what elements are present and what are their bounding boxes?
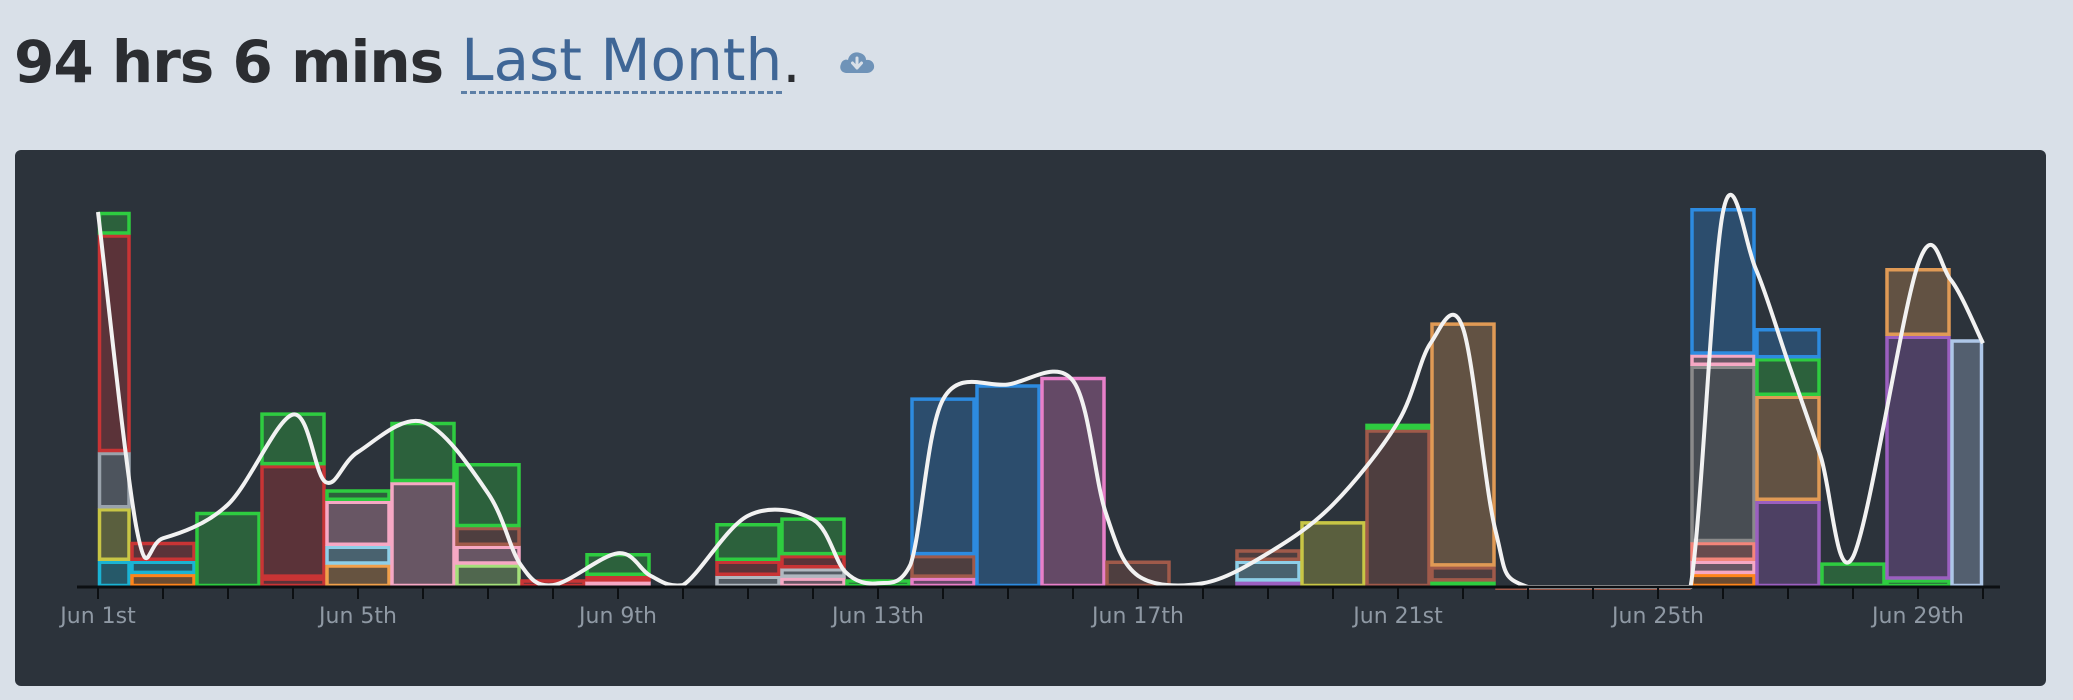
bar-segment-0-4 <box>97 211 131 235</box>
bar-segment-25-0 <box>1950 339 1984 588</box>
bar-segment-4-3 <box>325 489 391 501</box>
bar-segment-24-2 <box>1885 268 1951 336</box>
cloud-download-icon[interactable] <box>837 47 877 77</box>
bar-segment-9-0 <box>715 575 781 588</box>
period-selector[interactable]: Last Month <box>461 26 783 95</box>
bar-segment-21-1 <box>1690 560 1756 575</box>
activity-chart-svg: Jun 1st Jun 5th Jun 9th Jun 13th Jun 17th Jun… <box>58 192 2000 629</box>
bar-segment-12-1 <box>910 554 976 578</box>
bar-segment-22-0 <box>1755 500 1821 588</box>
bar-segment-21-0 <box>1690 573 1756 588</box>
bar-segment-4-1 <box>325 545 391 565</box>
summary-header: 94 hrs 6 mins Last Month . <box>14 22 877 102</box>
bar-segment-2-0 <box>195 511 261 588</box>
bar-segment-12-0 <box>910 577 976 588</box>
x-tick-label-0: Jun 1st <box>58 604 136 629</box>
activity-chart: Jun 1st Jun 5th Jun 9th Jun 13th Jun 17th Jun… <box>15 150 2046 686</box>
bar-segment-4-2 <box>325 500 391 546</box>
bar-segment-9-1 <box>715 560 781 576</box>
bar-segment-18-0 <box>1365 429 1431 588</box>
bar-segment-1-1 <box>130 560 196 575</box>
bar-segment-3-1 <box>260 464 326 578</box>
bar-segment-10-0 <box>780 577 846 588</box>
bar-segment-24-1 <box>1885 335 1951 580</box>
bar-segment-10-2 <box>780 554 846 569</box>
bar-segment-6-2 <box>455 526 521 546</box>
bar-segment-12-2 <box>910 397 976 556</box>
bar-segment-3-0 <box>260 577 326 588</box>
bar-segment-1-0 <box>130 573 196 588</box>
bar-segment-17-0 <box>1300 521 1366 588</box>
bar-segment-19-2 <box>1430 322 1496 567</box>
bar-segment-19-1 <box>1430 566 1496 582</box>
bar-segment-9-2 <box>715 523 781 561</box>
bar-segment-13-0 <box>975 384 1041 588</box>
x-tick-label-2: Jun 9th <box>577 604 657 629</box>
bar-segment-22-1 <box>1755 395 1821 501</box>
bar-segment-21-2 <box>1690 541 1756 561</box>
bar-segment-6-1 <box>455 545 521 565</box>
bar-segment-22-3 <box>1755 328 1821 359</box>
bar-segment-19-0 <box>1430 581 1496 588</box>
bar-segment-21-4 <box>1690 354 1756 366</box>
x-tick-label-6: Jun 25th <box>1610 604 1704 629</box>
trend-curve <box>96 192 1985 589</box>
x-tick-label-4: Jun 17th <box>1090 604 1184 629</box>
bar-segment-23-0 <box>1820 562 1886 588</box>
bar-segment-0-1 <box>97 508 131 561</box>
x-tick-label-3: Jun 13th <box>830 604 924 629</box>
bar-segment-4-0 <box>325 564 391 588</box>
bar-segment-5-0 <box>390 481 456 588</box>
bar-segment-14-0 <box>1040 376 1106 588</box>
bar-segment-24-0 <box>1885 579 1951 588</box>
bar-segment-0-0 <box>97 560 131 588</box>
x-tick-label-7: Jun 29th <box>1870 604 1964 629</box>
bar-segment-16-0 <box>1235 581 1301 588</box>
x-tick-label-5: Jun 21st <box>1351 604 1443 629</box>
bar-segment-10-1 <box>780 568 846 578</box>
bar-segment-0-2 <box>97 451 131 509</box>
period-suffix: . <box>782 28 801 96</box>
bar-segment-8-1 <box>585 575 651 582</box>
bar-segment-6-0 <box>455 564 521 588</box>
bar-segment-8-0 <box>585 581 651 588</box>
total-duration: 94 hrs 6 mins <box>14 28 444 96</box>
bar-segment-5-1 <box>390 421 456 483</box>
x-tick-label-1: Jun 5th <box>317 604 397 629</box>
